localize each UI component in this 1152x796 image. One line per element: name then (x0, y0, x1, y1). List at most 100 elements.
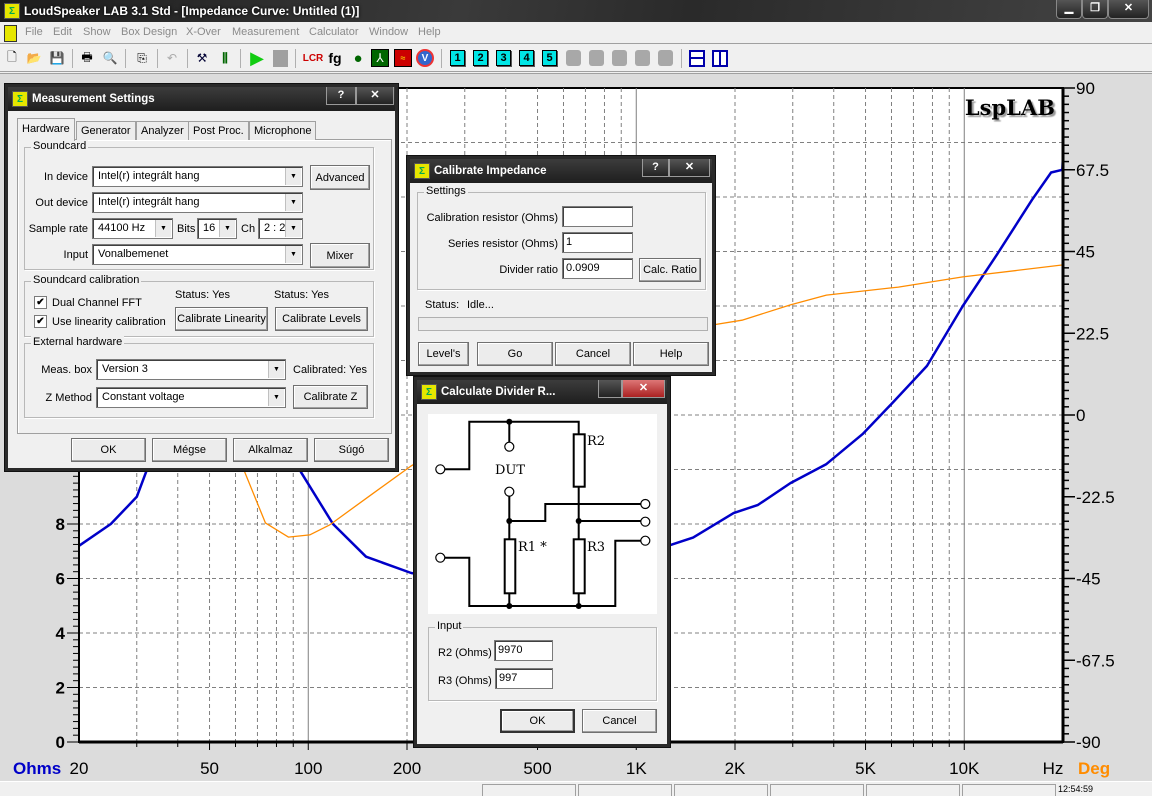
undo-icon[interactable]: ↶ (166, 51, 178, 65)
close-icon[interactable]: ✕ (669, 159, 710, 177)
stop-icon[interactable] (273, 50, 288, 67)
go-button[interactable]: Go (477, 342, 553, 366)
slot-5-button[interactable]: 5 (542, 50, 557, 66)
mixer-sliders-icon[interactable]: ⫼ (222, 50, 228, 65)
calibration-resistor-input[interactable] (562, 206, 633, 227)
apply-button[interactable]: Alkalmaz (233, 438, 308, 462)
levels-button[interactable]: Level's (418, 342, 469, 366)
close-icon[interactable]: ✕ (356, 87, 394, 105)
dual-channel-fft-checkbox[interactable]: ✔ (34, 296, 47, 309)
cancel-button[interactable]: Mégse (152, 438, 227, 462)
minimize-button[interactable]: ▁ (1056, 0, 1082, 19)
menu-box-design[interactable]: Box Design (121, 26, 178, 38)
out-device-select[interactable]: Intel(r) integrált hang ▼ (92, 192, 303, 213)
copy-icon[interactable]: ⎘ (137, 50, 147, 65)
fg-icon[interactable]: fg (328, 50, 342, 66)
out-device-label: Out device (35, 197, 88, 209)
mixer-button[interactable]: Mixer (310, 243, 370, 268)
print-preview-icon[interactable]: 🔍 (102, 51, 118, 65)
calibrate-z-button[interactable]: Calibrate Z (293, 385, 368, 409)
slot-empty-button[interactable] (589, 50, 604, 66)
z-method-select[interactable]: Constant voltage ▼ (96, 387, 286, 408)
close-button[interactable]: ✕ (1108, 0, 1149, 19)
oscilloscope-icon[interactable]: ● (353, 49, 363, 67)
help-button[interactable]: Súgó (314, 438, 389, 462)
group-legend: Input (435, 620, 464, 632)
lcr-icon[interactable]: LCR (302, 52, 324, 64)
calibrate-levels-button[interactable]: Calibrate Levels (275, 307, 368, 331)
menu-bar: File Edit Show Box Design X-Over Measure… (0, 22, 1152, 44)
slot-empty-button[interactable] (566, 50, 581, 66)
sample-rate-select[interactable]: 44100 Hz ▼ (92, 218, 173, 239)
z-method-value: Constant voltage (102, 391, 185, 403)
calc-ratio-button[interactable]: Calc. Ratio (639, 258, 701, 282)
menu-help[interactable]: Help (418, 26, 441, 38)
split-horizontal-icon[interactable] (689, 50, 705, 67)
advanced-button[interactable]: Advanced (310, 165, 370, 190)
tab-microphone[interactable]: Microphone (249, 121, 317, 140)
x-tick-label: 500 (523, 759, 551, 778)
series-resistor-input[interactable]: 1 (562, 232, 633, 253)
slot-empty-button[interactable] (612, 50, 627, 66)
r3-input[interactable]: 997 (495, 668, 553, 689)
y-left-label: Ohms (13, 759, 61, 778)
restore-button[interactable]: ❐ (1082, 0, 1108, 19)
menu-measurement[interactable]: Measurement (232, 26, 300, 38)
voltmeter-icon[interactable]: V (416, 49, 434, 67)
tools-icon[interactable]: ⚒ (196, 51, 208, 65)
clock: 12:54:59 (1058, 784, 1094, 794)
menu-window[interactable]: Window (369, 26, 409, 38)
slot-2-button[interactable]: 2 (473, 50, 488, 66)
menu-edit[interactable]: Edit (53, 26, 72, 38)
bits-select[interactable]: 16 ▼ (197, 218, 237, 239)
tab-generator[interactable]: Generator (76, 121, 136, 140)
dialog-title-bar[interactable]: Σ Calculate Divider R... ✕ (417, 380, 667, 404)
slot-4-button[interactable]: 4 (519, 50, 534, 66)
ok-button[interactable]: OK (500, 709, 575, 733)
dialog-title-bar[interactable]: Σ Measurement Settings ? ✕ (8, 87, 395, 111)
menu-show[interactable]: Show (83, 26, 111, 38)
input-select[interactable]: Vonalbemenet ▼ (92, 244, 303, 265)
tab-post-proc[interactable]: Post Proc. (188, 121, 249, 140)
out-device-value: Intel(r) integrált hang (98, 196, 200, 208)
linearity-checkbox[interactable]: ✔ (34, 315, 47, 328)
r2-input[interactable]: 9970 (494, 640, 553, 661)
spectrum-icon[interactable]: ≈ (394, 49, 412, 67)
split-vertical-icon[interactable] (712, 50, 728, 67)
slot-empty-button[interactable] (658, 50, 673, 66)
close-icon[interactable]: ✕ (622, 380, 665, 398)
channels-select[interactable]: 2 : 2 ▼ (258, 218, 303, 239)
group-legend: Settings (424, 185, 468, 197)
new-file-icon[interactable]: 🗋 (7, 49, 17, 64)
slot-1-button[interactable]: 1 (450, 50, 465, 66)
status-panel (770, 784, 864, 796)
impulse-icon[interactable]: ⅄ (371, 49, 389, 67)
x-tick-label: 50 (200, 759, 219, 778)
menu-calculator[interactable]: Calculator (309, 26, 359, 38)
menu-file[interactable]: File (25, 26, 43, 38)
y-left-tick-label: 4 (56, 624, 66, 643)
save-icon[interactable]: 💾 (49, 51, 65, 65)
ok-button[interactable]: OK (71, 438, 146, 462)
menu-x-over[interactable]: X-Over (186, 26, 221, 38)
chevron-down-icon: ▼ (285, 246, 301, 263)
cancel-button[interactable]: Cancel (555, 342, 631, 366)
tab-hardware[interactable]: Hardware (17, 118, 75, 141)
tab-analyzer[interactable]: Analyzer (136, 121, 189, 140)
slot-empty-button[interactable] (635, 50, 650, 66)
divider-ratio-input[interactable]: 0.0909 (562, 258, 633, 279)
open-folder-icon[interactable]: 📂 (26, 51, 42, 65)
meas-box-select[interactable]: Version 3 ▼ (96, 359, 286, 380)
minimize-icon[interactable] (598, 380, 622, 398)
print-icon[interactable]: 🖶 (81, 49, 93, 64)
dialog-title-bar[interactable]: Σ Calibrate Impedance ? ✕ (410, 159, 712, 183)
play-icon[interactable]: ▶ (250, 47, 264, 68)
cancel-button[interactable]: Cancel (582, 709, 657, 733)
document-icon[interactable] (4, 25, 17, 42)
help-button[interactable]: Help (633, 342, 709, 366)
help-icon[interactable]: ? (642, 159, 669, 177)
help-icon[interactable]: ? (326, 87, 356, 105)
calibrate-linearity-button[interactable]: Calibrate Linearity (175, 307, 268, 331)
in-device-select[interactable]: Intel(r) integrált hang ▼ (92, 166, 303, 187)
slot-3-button[interactable]: 3 (496, 50, 511, 66)
